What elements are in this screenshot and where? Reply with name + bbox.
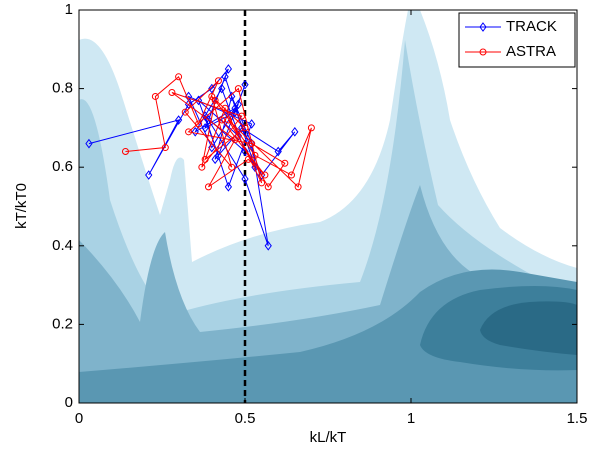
- marker: [201, 155, 209, 163]
- plot-layer: [85, 10, 315, 403]
- marker: [248, 119, 256, 129]
- y-axis-label: kT/kT0: [13, 183, 30, 229]
- marker: [214, 77, 222, 85]
- marker: [479, 22, 487, 32]
- marker: [231, 107, 239, 118]
- x-tick-label: 0: [75, 410, 83, 427]
- marker: [175, 73, 183, 81]
- marker: [161, 144, 169, 152]
- marker: [191, 126, 199, 137]
- series-line: [88, 68, 296, 246]
- marker: [221, 104, 229, 112]
- marker: [181, 108, 189, 116]
- marker: [211, 96, 219, 104]
- marker: [287, 171, 295, 179]
- series-line: [125, 75, 312, 188]
- marker: [198, 163, 206, 171]
- marker: [151, 92, 159, 100]
- marker: [201, 123, 209, 133]
- marker: [241, 146, 249, 157]
- marker: [168, 89, 176, 97]
- legend-label: ASTRA: [506, 43, 556, 60]
- marker: [244, 155, 252, 163]
- legend-box: [458, 12, 576, 68]
- y-tick-label: 0.2: [52, 315, 73, 332]
- marker: [234, 85, 242, 93]
- marker: [234, 99, 242, 110]
- marker: [264, 240, 272, 251]
- marker: [228, 163, 236, 171]
- marker: [208, 83, 216, 94]
- y-tick-label: 0.6: [52, 158, 73, 175]
- marker: [224, 182, 233, 192]
- y-tick-label: 0: [65, 394, 73, 411]
- marker: [218, 116, 226, 124]
- marker: [291, 126, 299, 137]
- marker: [241, 124, 249, 132]
- marker: [264, 183, 272, 191]
- marker: [258, 179, 266, 187]
- x-tick-label: 1.5: [567, 410, 588, 427]
- x-tick-label: 0.5: [235, 410, 256, 427]
- marker: [121, 147, 129, 155]
- marker: [281, 159, 289, 167]
- marker: [185, 128, 193, 136]
- marker: [195, 120, 203, 128]
- marker: [228, 91, 236, 102]
- legend: TRACK ASTRA: [458, 12, 576, 68]
- marker: [261, 171, 269, 179]
- x-axis-label: kL/kT: [310, 429, 347, 446]
- marker: [294, 183, 302, 191]
- marker: [174, 115, 183, 125]
- marker: [218, 83, 226, 94]
- marker: [248, 140, 256, 148]
- marker: [241, 79, 249, 90]
- marker: [224, 64, 233, 74]
- y-tick-label: 0.8: [52, 80, 73, 97]
- marker: [238, 112, 246, 120]
- marker: [85, 138, 93, 149]
- marker: [221, 71, 229, 82]
- marker: [145, 170, 153, 180]
- contour-background: [79, 10, 577, 403]
- plot-frame: [78, 9, 578, 404]
- marker: [241, 174, 249, 184]
- marker: [274, 146, 282, 157]
- marker: [204, 183, 212, 191]
- marker: [307, 124, 315, 132]
- marker: [224, 116, 232, 124]
- marker: [231, 136, 239, 144]
- marker: [248, 138, 256, 149]
- marker: [479, 48, 487, 56]
- y-tick-label: 0.4: [52, 237, 73, 254]
- legend-label: TRACK: [506, 18, 557, 35]
- marker: [251, 151, 259, 159]
- marker: [194, 95, 203, 106]
- y-tick-label: 1: [65, 1, 73, 18]
- marker: [211, 154, 219, 165]
- x-tick-label: 1: [407, 410, 415, 427]
